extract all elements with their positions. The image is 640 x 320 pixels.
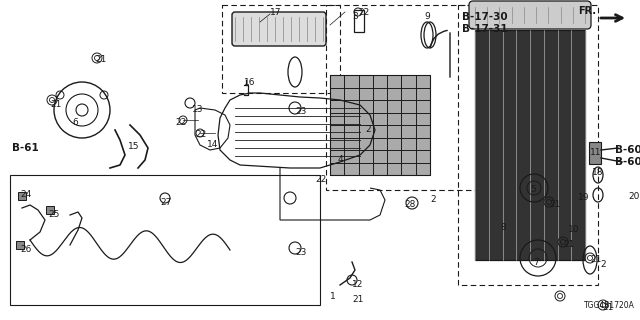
- Text: B-60
B-60-1: B-60 B-60-1: [615, 145, 640, 167]
- Text: 22: 22: [175, 118, 186, 127]
- Text: 28: 28: [404, 200, 415, 209]
- Text: 22: 22: [358, 8, 369, 17]
- Text: 21: 21: [95, 55, 106, 64]
- Bar: [326, 5, 506, 190]
- Bar: [589, 142, 601, 164]
- Text: 6: 6: [72, 118, 77, 127]
- Bar: [10, 175, 320, 305]
- Text: 22: 22: [315, 175, 326, 184]
- Text: 23: 23: [295, 248, 307, 257]
- Bar: [330, 75, 430, 175]
- Text: 25: 25: [48, 210, 60, 219]
- Text: 17: 17: [270, 8, 282, 17]
- Text: 10: 10: [568, 225, 579, 234]
- Text: 5: 5: [530, 185, 536, 194]
- Text: 27: 27: [160, 198, 172, 207]
- Text: 2: 2: [430, 195, 436, 204]
- Bar: [475, 30, 585, 260]
- Bar: [16, 241, 24, 249]
- Text: 2: 2: [600, 260, 605, 269]
- Text: 2: 2: [365, 125, 371, 134]
- Text: 1: 1: [330, 292, 336, 301]
- Text: 4: 4: [338, 155, 344, 164]
- Bar: [354, 10, 364, 32]
- Bar: [46, 206, 54, 214]
- Text: 20: 20: [628, 192, 639, 201]
- Bar: [458, 5, 598, 285]
- Text: B-17-30
B-17-31: B-17-30 B-17-31: [462, 12, 508, 34]
- Bar: [18, 192, 26, 200]
- Text: 15: 15: [128, 142, 140, 151]
- Text: 3: 3: [352, 12, 358, 21]
- Text: 21: 21: [549, 200, 561, 209]
- Text: 8: 8: [500, 223, 506, 232]
- Text: 21: 21: [352, 295, 364, 304]
- Text: 9: 9: [424, 12, 429, 21]
- Bar: [222, 5, 340, 93]
- Text: 21: 21: [50, 100, 61, 109]
- Text: B-61: B-61: [12, 143, 39, 153]
- Text: 13: 13: [192, 105, 204, 114]
- Text: 26: 26: [20, 245, 31, 254]
- Text: 11: 11: [590, 148, 602, 157]
- Text: FR.: FR.: [578, 6, 596, 16]
- Text: 21: 21: [563, 240, 574, 249]
- Text: 22: 22: [195, 130, 206, 139]
- Text: 16: 16: [244, 78, 255, 87]
- Text: TGG4B1720A: TGG4B1720A: [584, 301, 635, 310]
- Text: 21: 21: [590, 255, 602, 264]
- FancyBboxPatch shape: [469, 1, 591, 29]
- Text: 21: 21: [602, 303, 613, 312]
- Text: 23: 23: [295, 107, 307, 116]
- Text: 24: 24: [20, 190, 31, 199]
- Text: 12: 12: [352, 280, 364, 289]
- FancyBboxPatch shape: [232, 12, 326, 46]
- Text: 18: 18: [592, 168, 604, 177]
- Text: 19: 19: [578, 193, 589, 202]
- Text: 14: 14: [207, 140, 218, 149]
- Text: 7: 7: [533, 258, 539, 267]
